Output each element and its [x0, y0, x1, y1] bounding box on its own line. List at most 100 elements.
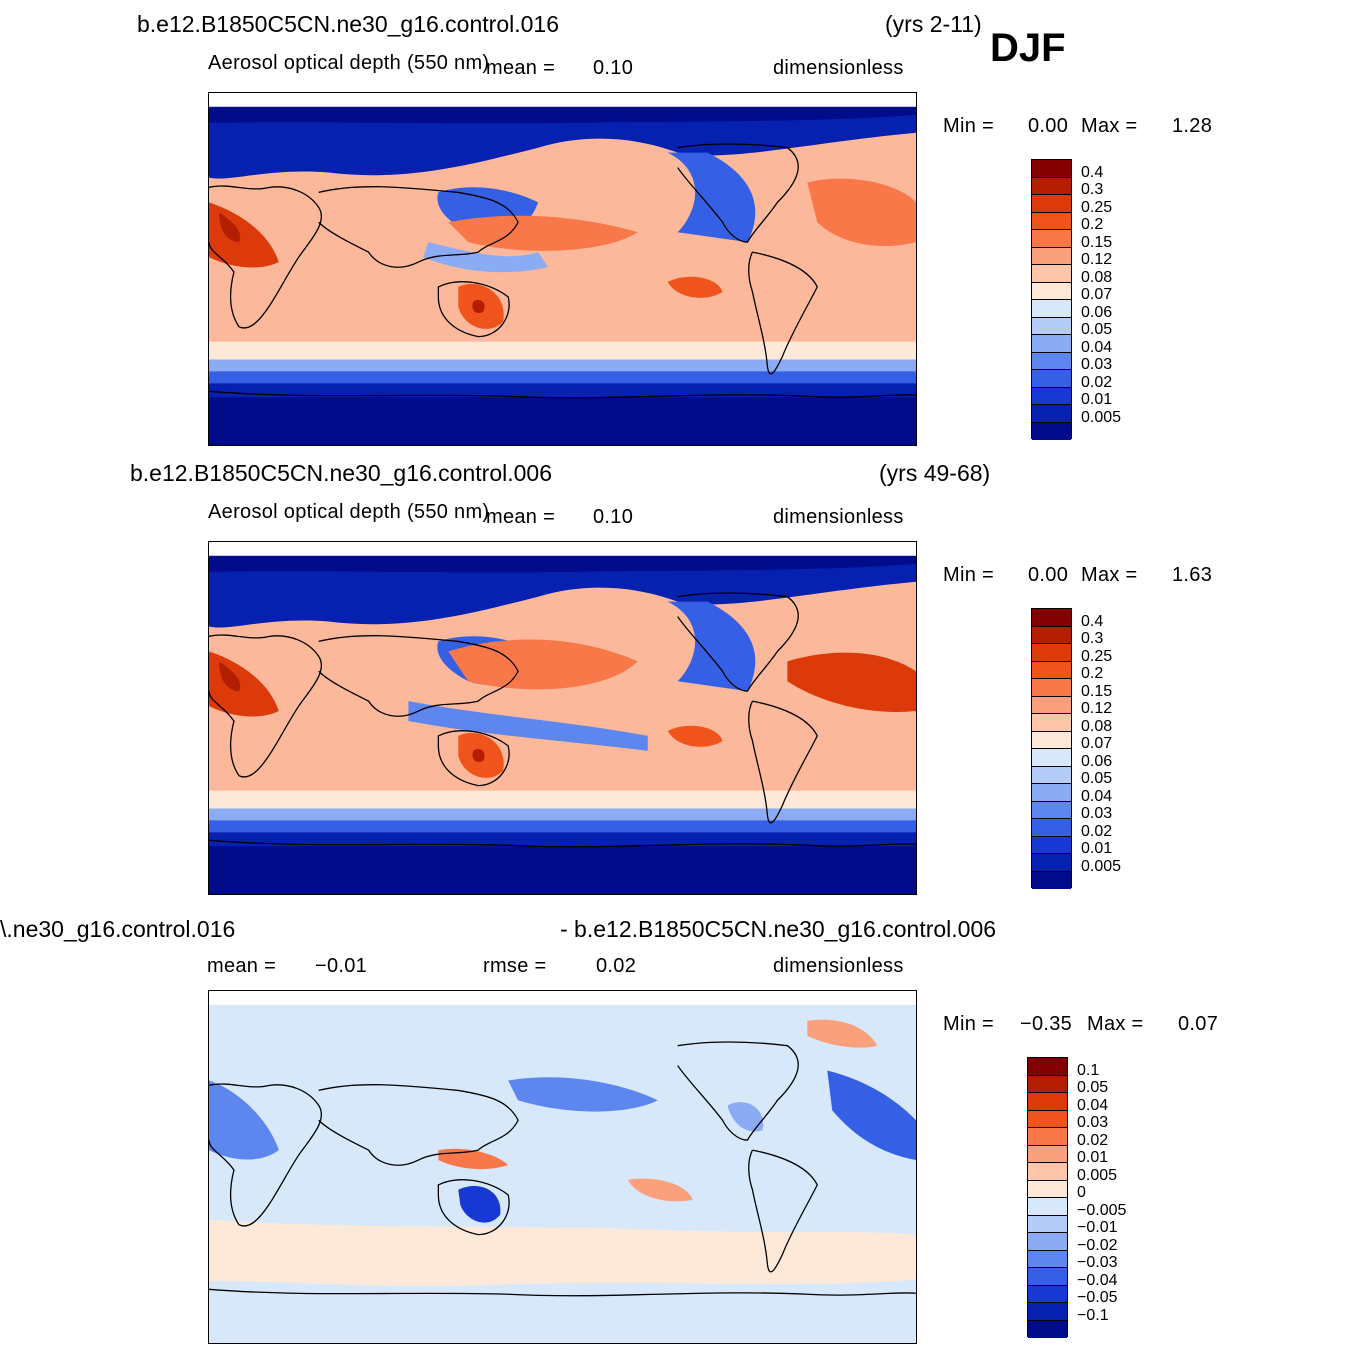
colorbar-segment — [1028, 1128, 1067, 1146]
colorbar-segment — [1032, 177, 1071, 195]
colorbar-level-label: 0.07 — [1081, 286, 1113, 303]
panel2-map — [208, 541, 917, 895]
panel1-variable-title: Aerosol optical depth (550 nm) — [208, 52, 490, 74]
panel3-npac-neg — [508, 1077, 658, 1112]
colorbar-level-label: −0.02 — [1077, 1236, 1118, 1254]
panel1-arctic-low — [209, 106, 916, 179]
colorbar-segment — [1032, 784, 1071, 802]
colorbar-level-label: 0.01 — [1081, 391, 1113, 408]
colorbar-level-label: 0.06 — [1081, 303, 1113, 321]
panel2-variable-title: Aerosol optical depth (550 nm) — [208, 501, 490, 523]
colorbar-segment — [1032, 731, 1071, 749]
colorbar-level-label: 0.02 — [1077, 1131, 1109, 1149]
panel3-spac-pos — [627, 1178, 693, 1202]
panel1-antarctica — [209, 397, 916, 445]
panel2-max-label: Max = — [1081, 564, 1138, 586]
colorbar-segment — [1032, 230, 1071, 248]
panel3-camerica-neg — [727, 1102, 764, 1132]
colorbar-level-label: 0.3 — [1081, 181, 1104, 198]
panel2-epac-high — [667, 725, 723, 747]
panel3-max-value: 0.07 — [1178, 1013, 1219, 1035]
panel1-min-label: Min = — [943, 115, 994, 137]
colorbar-segment — [1028, 1075, 1067, 1093]
colorbar-level-label: 0.08 — [1081, 268, 1113, 286]
colorbar-level-label: 0.04 — [1081, 338, 1113, 356]
panel3-units: dimensionless — [773, 955, 904, 977]
colorbar-level-label: 0.08 — [1081, 717, 1113, 735]
colorbar-segment — [1028, 1268, 1067, 1286]
colorbar-level-label: 0.005 — [1077, 1166, 1118, 1184]
colorbar-level-label: 0.07 — [1081, 735, 1113, 752]
panel3-polar-gap — [209, 991, 916, 1005]
panel3-rmse-value: 0.02 — [596, 955, 637, 977]
panel3-map-plot — [209, 991, 916, 1343]
colorbar-segment — [1032, 335, 1071, 353]
colorbar-segment — [1032, 160, 1071, 178]
panel3-australia-neg — [458, 1186, 501, 1223]
panel2-map-plot — [209, 542, 916, 894]
colorbar-level-label: 0.04 — [1077, 1096, 1109, 1114]
colorbar-segment — [1028, 1320, 1067, 1338]
panel3-africa-neg — [209, 1080, 279, 1160]
colorbar-level-label: 0.15 — [1081, 682, 1113, 700]
panel2-years: (yrs 49-68) — [879, 460, 991, 486]
colorbar-segment — [1028, 1145, 1067, 1163]
panel2-sahara-peak — [218, 661, 241, 692]
panel2-arctic-low — [209, 555, 916, 628]
panel3-mean-value: −0.01 — [315, 955, 368, 977]
panel2-natl-band — [787, 652, 916, 713]
panel2-namerica-low — [667, 601, 756, 692]
colorbar-segment — [1032, 749, 1071, 767]
panel1-min-value: 0.00 — [1028, 115, 1069, 137]
colorbar-level-label: −0.1 — [1077, 1306, 1109, 1324]
colorbar-level-label: 0.25 — [1081, 198, 1113, 216]
panel1-epac-high — [667, 276, 723, 298]
colorbar-segment — [1032, 854, 1071, 872]
panel2-mean-label: mean = — [486, 506, 556, 528]
colorbar-level-label: 0.05 — [1081, 770, 1113, 787]
panel3-colorbar — [1027, 1057, 1068, 1338]
colorbar-level-label: 0.005 — [1081, 408, 1122, 426]
colorbar-segment — [1032, 387, 1071, 405]
colorbar-level-label: −0.05 — [1077, 1289, 1118, 1306]
panel2-coastlines — [209, 592, 916, 848]
colorbar-level-label: 0.25 — [1081, 647, 1113, 665]
panel1-mean-value: 0.10 — [593, 57, 634, 79]
panel1-case-name: b.e12.B1850C5CN.ne30_g16.control.016 — [137, 11, 559, 37]
colorbar-segment — [1032, 317, 1071, 335]
colorbar-level-label: 0.03 — [1081, 356, 1113, 373]
colorbar-segment — [1032, 247, 1071, 265]
colorbar-segment — [1028, 1285, 1067, 1303]
panel3-min-value: −0.35 — [1020, 1013, 1073, 1035]
panel1-australia-peak — [472, 299, 485, 314]
colorbar-level-label: −0.01 — [1077, 1219, 1118, 1236]
panel3-field-base — [209, 991, 916, 1343]
panel2-max-value: 1.63 — [1172, 564, 1213, 586]
panel1-units: dimensionless — [773, 57, 904, 79]
colorbar-segment — [1032, 766, 1071, 784]
panel3-mean-label: mean = — [207, 955, 277, 977]
panel1-coastlines — [209, 143, 916, 399]
panel1-max-label: Max = — [1081, 115, 1138, 137]
colorbar-segment — [1032, 370, 1071, 388]
colorbar-segment — [1028, 1250, 1067, 1268]
panel3-wpac-pos — [438, 1148, 509, 1170]
panel2-mean-value: 0.10 — [593, 506, 634, 528]
panel1-arctic-lowest — [209, 106, 916, 124]
colorbar-segment — [1032, 212, 1071, 230]
colorbar-segment — [1032, 300, 1071, 318]
panel3-map — [208, 990, 917, 1344]
colorbar-segment — [1032, 836, 1071, 854]
colorbar-segment — [1032, 819, 1071, 837]
colorbar-level-label: 0.01 — [1081, 840, 1113, 857]
colorbar-level-label: 0.03 — [1081, 805, 1113, 822]
colorbar-segment — [1032, 422, 1071, 440]
colorbar-segment — [1028, 1093, 1067, 1111]
colorbar-level-label: 0.15 — [1081, 233, 1113, 251]
colorbar-segment — [1032, 609, 1071, 627]
colorbar-segment — [1032, 352, 1071, 370]
colorbar-segment — [1028, 1198, 1067, 1216]
colorbar-segment — [1032, 714, 1071, 732]
panel2-min-label: Min = — [943, 564, 994, 586]
colorbar-level-label: 0.3 — [1081, 630, 1104, 647]
